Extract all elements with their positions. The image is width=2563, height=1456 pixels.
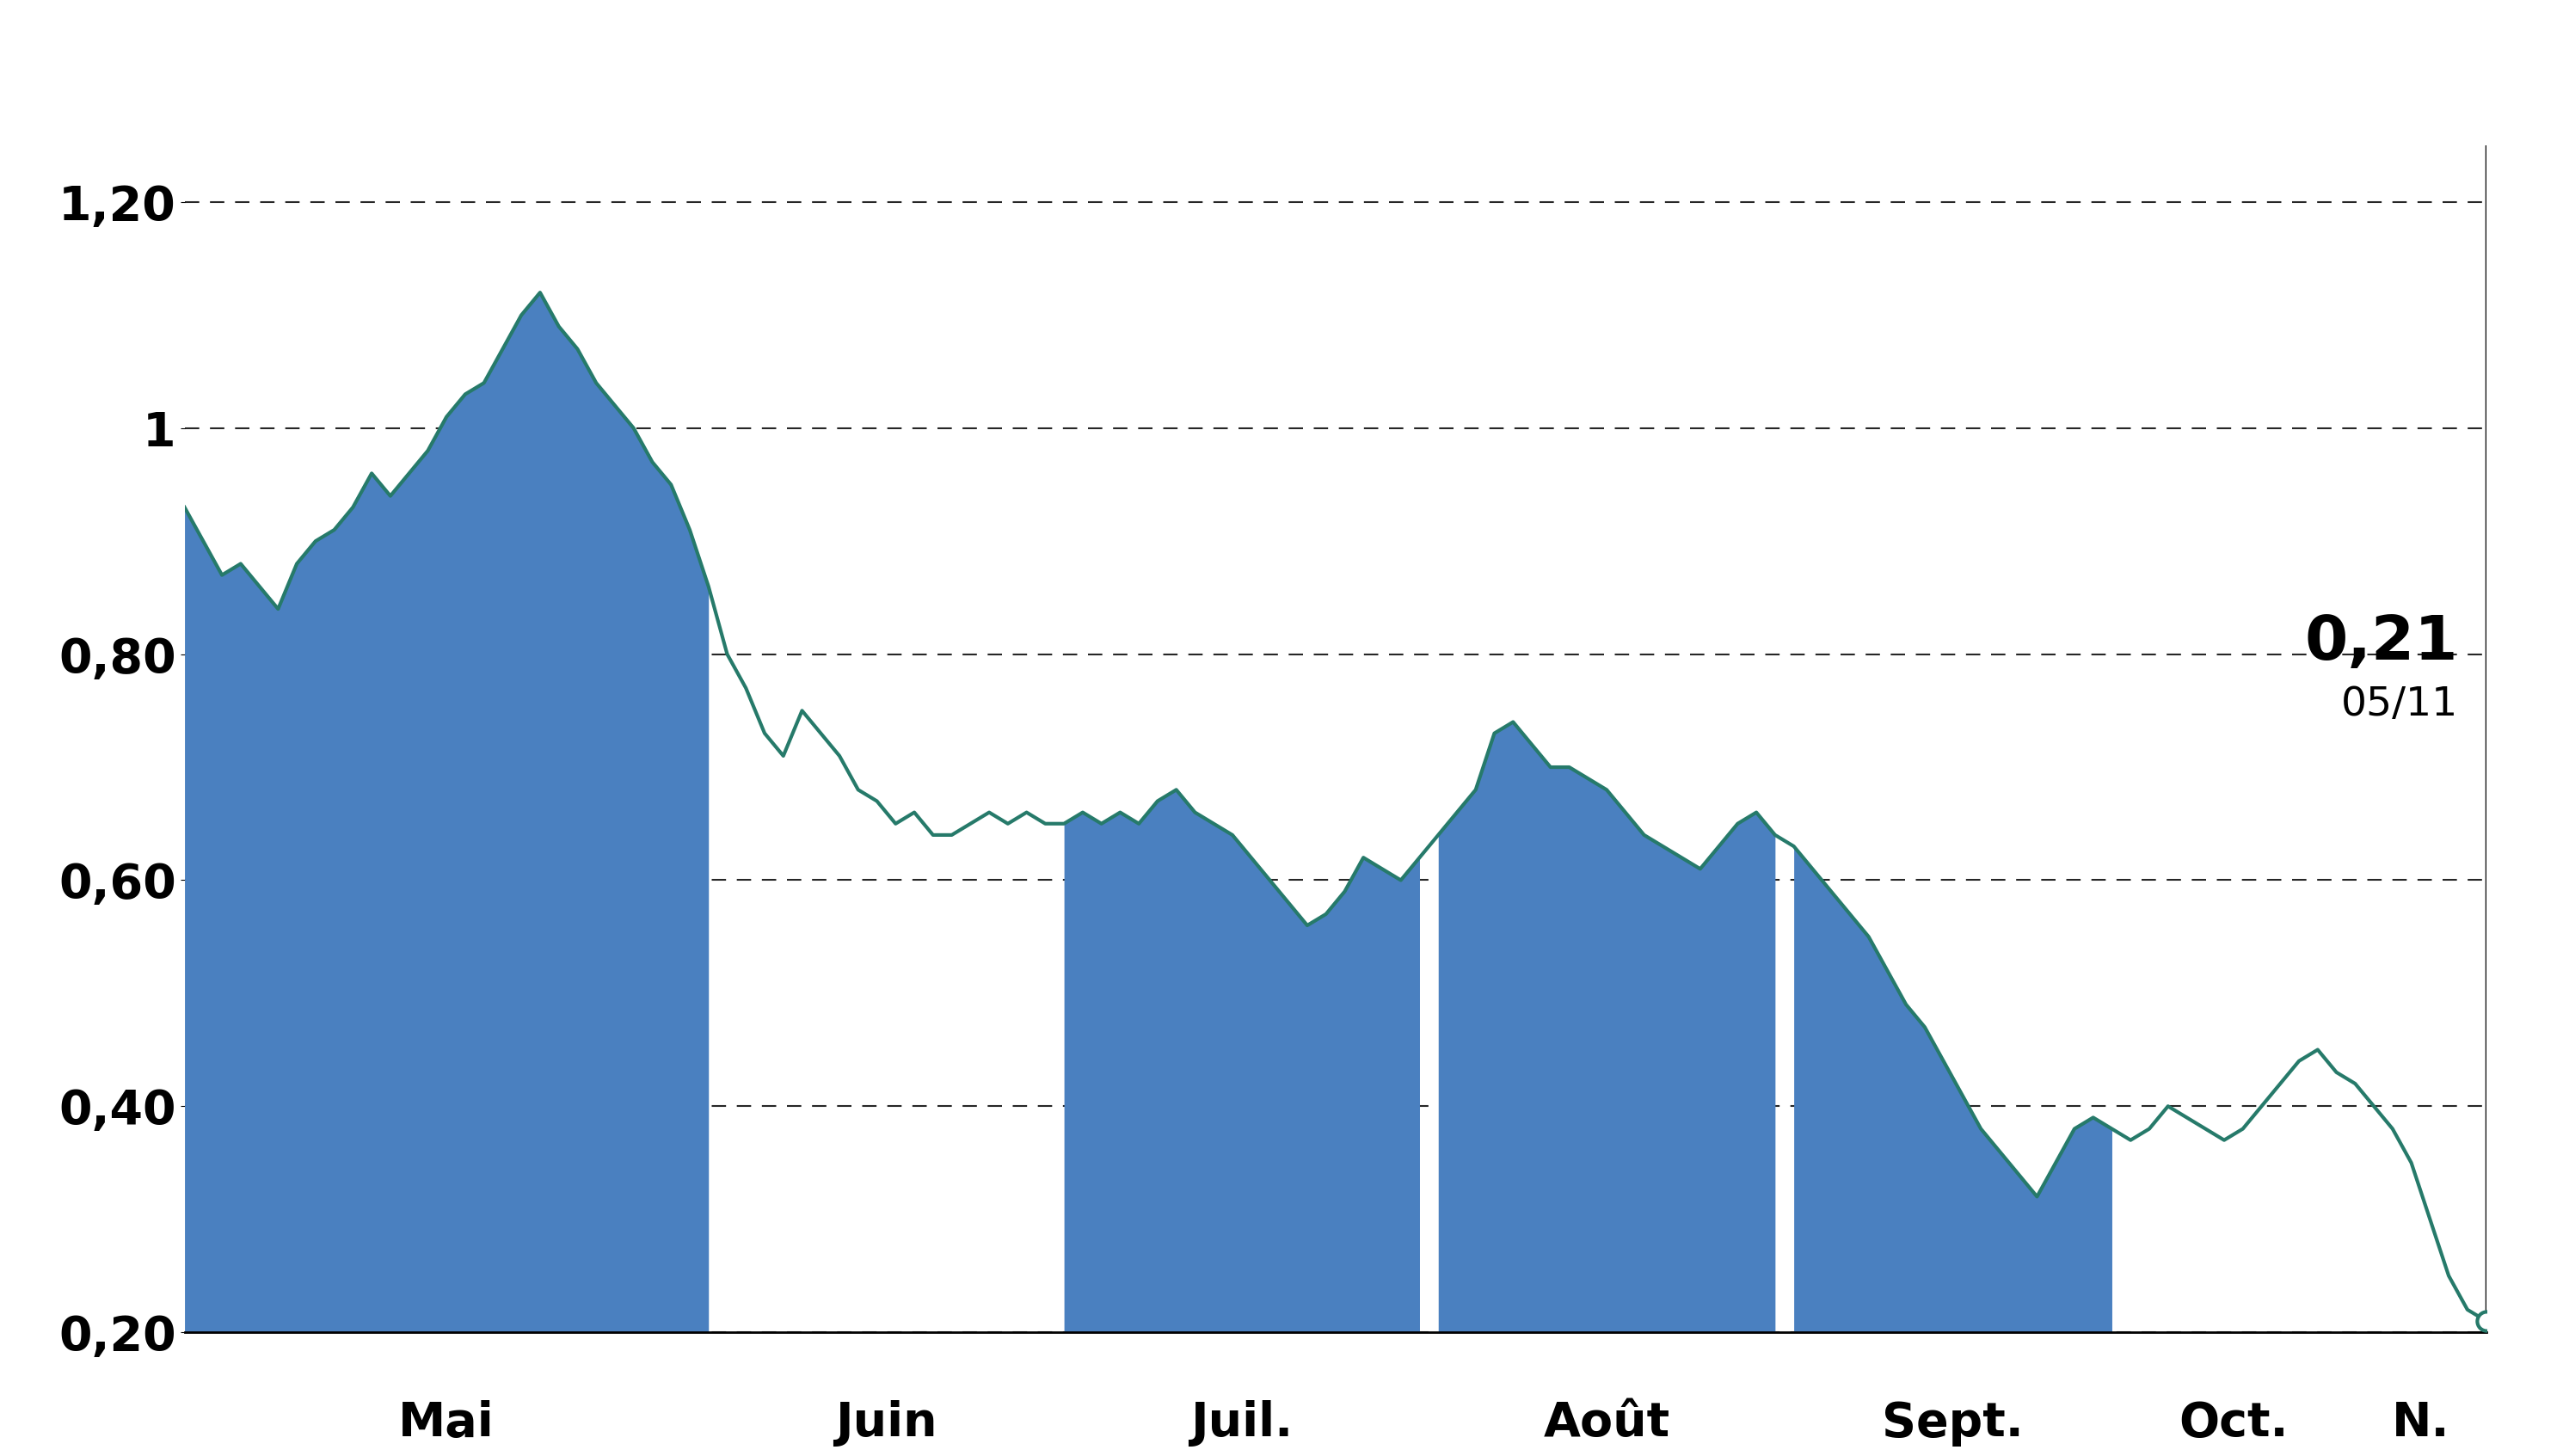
- Text: Juil.: Juil.: [1192, 1401, 1292, 1446]
- Text: N.: N.: [2391, 1401, 2450, 1446]
- Text: Mai: Mai: [397, 1401, 495, 1446]
- Text: Août: Août: [1543, 1401, 1671, 1446]
- Text: 05/11: 05/11: [2340, 686, 2458, 725]
- Text: Sept.: Sept.: [1881, 1401, 2025, 1446]
- Text: Oct.: Oct.: [2179, 1401, 2289, 1446]
- Text: Juin: Juin: [836, 1401, 938, 1446]
- Text: 0,21: 0,21: [2304, 613, 2458, 673]
- Text: METAVISIO: METAVISIO: [1020, 16, 1543, 100]
